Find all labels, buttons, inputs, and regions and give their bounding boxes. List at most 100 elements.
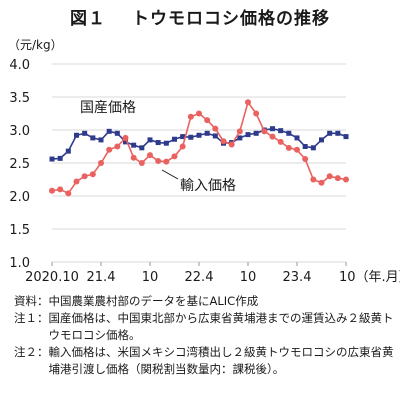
- data-point-domestic: [98, 137, 104, 143]
- note-source: 資料： 中国農業農村部のデータを基にALIC作成: [14, 293, 394, 310]
- y-axis-unit: （元/kg）: [8, 38, 63, 52]
- data-point-import: [212, 125, 219, 132]
- data-point-import: [245, 99, 251, 106]
- y-tick-label: 3.5: [9, 91, 30, 106]
- data-point-import: [138, 160, 145, 166]
- data-point-domestic: [82, 130, 88, 136]
- data-point-import: [343, 176, 349, 183]
- x-tick-label: 21.4: [87, 270, 116, 285]
- data-point-domestic: [294, 135, 300, 141]
- data-point-domestic: [155, 140, 161, 146]
- note-key: 注１：: [14, 311, 49, 325]
- data-point-import: [49, 187, 55, 194]
- data-point-domestic: [237, 135, 243, 141]
- figure-title: 図１ トウモロコシ価格の推移: [0, 4, 400, 29]
- data-point-domestic: [270, 126, 275, 132]
- data-point-domestic: [302, 144, 308, 149]
- series-group: [49, 99, 349, 197]
- data-point-import: [106, 146, 113, 153]
- line-chart: 1.0 1.5 2.0 2.5 3.0 3.5 4.0 2020.10 21.4 10 22.4 1…: [9, 58, 400, 285]
- data-point-domestic: [196, 132, 202, 138]
- data-point-import: [285, 144, 292, 151]
- gridlines: [52, 63, 346, 263]
- data-point-import: [326, 173, 333, 180]
- data-point-import: [228, 141, 235, 148]
- data-point-domestic: [343, 134, 349, 140]
- data-point-domestic: [65, 148, 71, 154]
- figure-title-text: トウモロコシ価格の推移: [132, 9, 330, 29]
- data-point-import: [253, 110, 260, 117]
- data-point-import: [277, 138, 284, 145]
- series-label-domestic: 国産価格: [80, 100, 136, 116]
- notes: 資料： 中国農業農村部のデータを基にALIC作成 注１： 国産価格は、中国東北部…: [14, 293, 394, 378]
- data-point-domestic: [57, 155, 63, 161]
- x-tick-label: 2020.10: [25, 270, 79, 285]
- y-tick-label: 1.0: [9, 256, 30, 271]
- data-point-import: [187, 113, 194, 120]
- data-point-import: [204, 117, 211, 124]
- data-point-import: [179, 143, 186, 150]
- data-point-domestic: [74, 132, 79, 138]
- y-tick-label: 2.0: [9, 190, 30, 205]
- data-point-import: [73, 178, 80, 185]
- data-point-import: [318, 179, 325, 186]
- data-point-domestic: [327, 130, 333, 136]
- data-point-domestic: [90, 135, 96, 141]
- note-text: 中国農業農村部のデータを基にALIC作成: [48, 294, 259, 308]
- data-point-import: [130, 154, 137, 161]
- data-point-import: [155, 158, 162, 165]
- data-point-import: [302, 156, 309, 163]
- note-text: 輸入価格は、米国メキシコ湾積出し２級黄トウモロコシの広東省黄埔港引渡し価格（関税…: [48, 345, 394, 376]
- data-point-import: [122, 134, 129, 141]
- y-tick-label: 4.0: [9, 58, 30, 73]
- note-2: 注２： 輸入価格は、米国メキシコ湾積出し２級黄トウモロコシの広東省黄埔港引渡し価…: [14, 344, 394, 378]
- data-point-import: [294, 146, 300, 153]
- data-point-domestic: [286, 130, 292, 136]
- data-point-domestic: [49, 156, 55, 162]
- data-point-domestic: [180, 134, 186, 140]
- series-label-import-leader: [161, 169, 179, 180]
- x-tick-label: 23.4: [283, 270, 312, 285]
- data-point-domestic: [106, 128, 112, 134]
- data-point-import: [57, 186, 64, 193]
- data-point-domestic: [310, 145, 316, 151]
- x-tick-label: 10（年.月）: [339, 270, 400, 285]
- y-tick-label: 2.5: [9, 157, 30, 172]
- data-point-import: [81, 173, 88, 180]
- series-label-import: 輸入価格: [180, 178, 236, 194]
- x-tick-label: 22.4: [185, 270, 214, 285]
- data-point-domestic: [335, 130, 341, 136]
- figure-number: 図１: [70, 9, 106, 29]
- data-point-import: [65, 190, 72, 197]
- data-point-domestic: [253, 130, 259, 136]
- x-tick-label: 10: [142, 270, 159, 285]
- data-point-import: [98, 160, 104, 166]
- data-point-domestic: [147, 137, 153, 143]
- data-point-domestic: [172, 136, 177, 142]
- data-point-import: [269, 133, 276, 140]
- data-point-domestic: [123, 139, 128, 145]
- data-point-import: [171, 153, 178, 160]
- data-point-domestic: [188, 134, 194, 140]
- data-point-domestic: [139, 145, 145, 151]
- data-point-import: [89, 171, 96, 178]
- data-point-import: [261, 128, 268, 135]
- data-point-domestic: [245, 132, 251, 138]
- data-point-import: [236, 128, 243, 135]
- x-axis-ticks: 2020.10 21.4 10 22.4 10 23.4 10（年.月）: [25, 262, 400, 285]
- note-key: 注２：: [14, 345, 49, 359]
- data-point-import: [196, 110, 202, 117]
- data-point-import: [147, 152, 153, 159]
- data-point-domestic: [212, 133, 218, 139]
- data-point-import: [334, 175, 341, 182]
- data-point-import: [114, 143, 121, 150]
- note-text: 国産価格は、中国東北部から広東省黄埔港までの運賃込み２級黄トウモロコシ価格。: [48, 311, 394, 342]
- data-point-domestic: [131, 142, 137, 148]
- data-point-import: [163, 158, 170, 165]
- data-point-domestic: [163, 140, 169, 146]
- x-tick-label: 10: [240, 270, 257, 285]
- y-tick-label: 3.0: [9, 124, 30, 139]
- data-point-domestic: [319, 137, 324, 143]
- data-point-import: [220, 138, 227, 145]
- data-point-domestic: [204, 130, 210, 136]
